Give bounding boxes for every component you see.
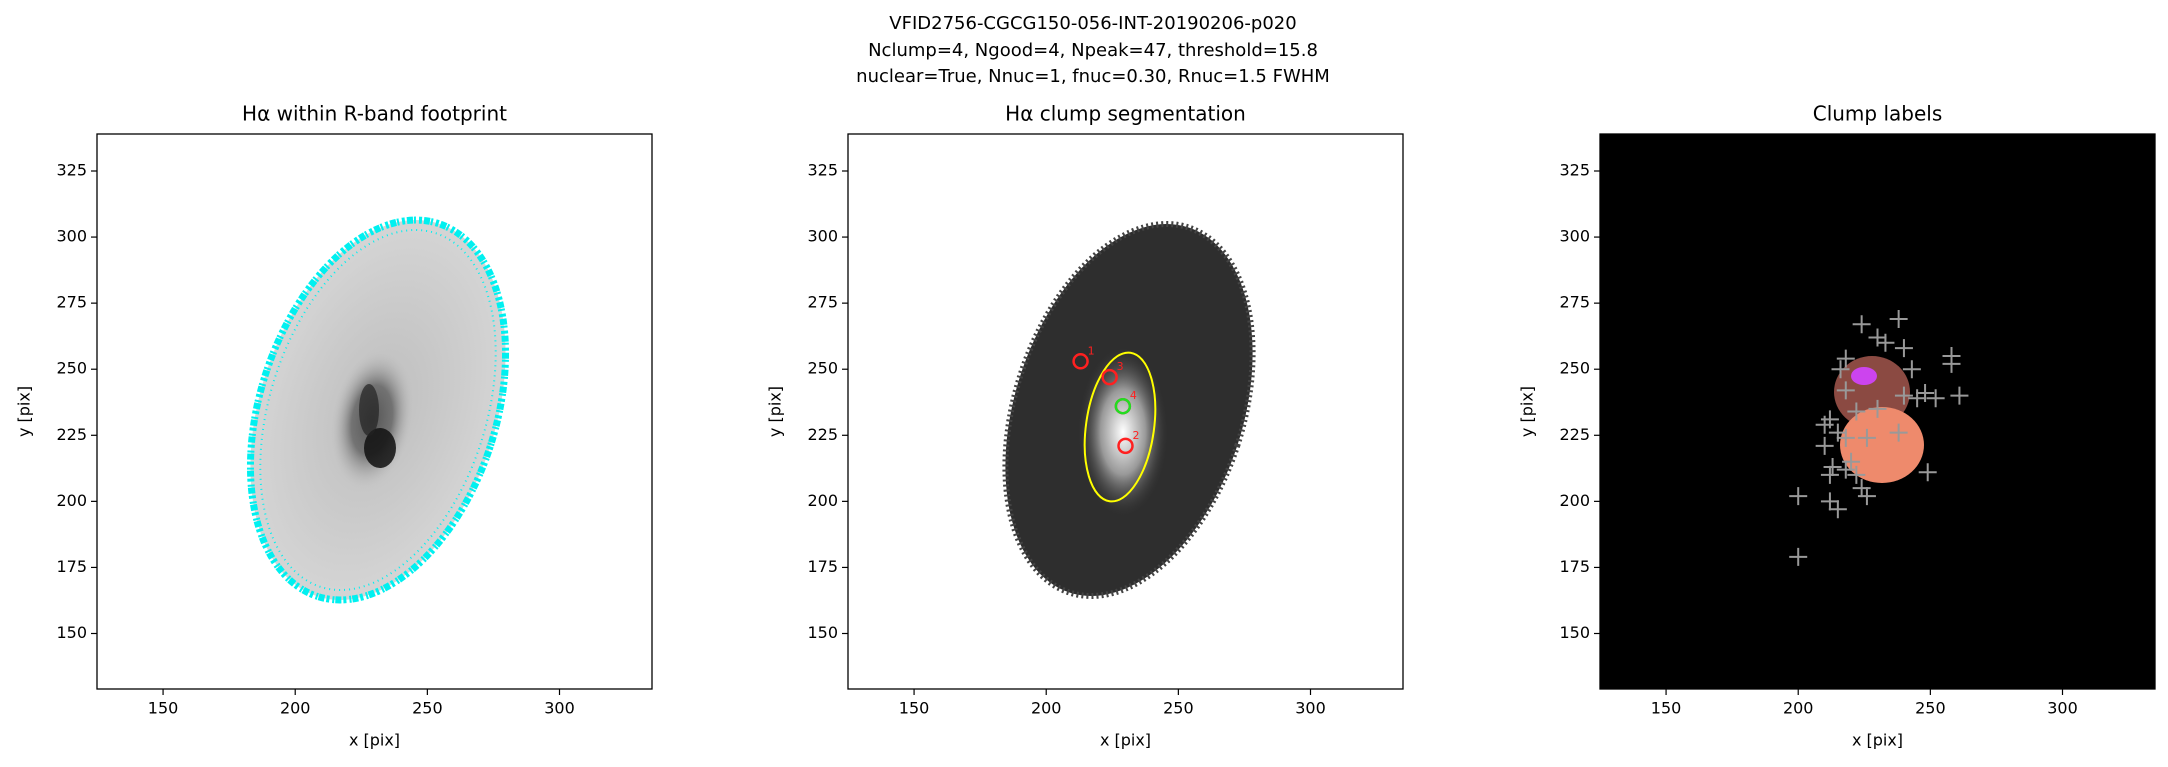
y-tick-label: 200 (1559, 491, 1590, 510)
peak-marker (1942, 354, 1961, 373)
clump-marker (1114, 397, 1132, 415)
y-tick-label: 275 (56, 293, 87, 312)
peak-marker (1815, 436, 1834, 455)
y-tick-label: 250 (56, 359, 87, 378)
clump-label: 4 (1130, 389, 1137, 402)
clump-label: 1 (1088, 344, 1095, 357)
x-tick-label: 300 (544, 699, 575, 718)
suptitle-line: VFID2756-CGCG150-056-INT-20190206-p020 (889, 13, 1296, 34)
axes-frame (1599, 133, 2156, 690)
peak-marker (1847, 402, 1866, 421)
x-tick-label: 250 (1163, 699, 1194, 718)
peak-marker (1857, 487, 1876, 506)
peak-marker (1918, 463, 1937, 482)
peak-marker (1894, 386, 1913, 405)
y-tick-label: 325 (56, 161, 87, 180)
x-axis-label: x [pix] (1852, 731, 1903, 750)
panel-title: Hα clump segmentation (1005, 102, 1246, 126)
y-tick-label: 225 (807, 425, 838, 444)
peak-marker (1916, 384, 1935, 402)
peak-marker (1889, 423, 1908, 442)
y-tick-label: 175 (1559, 557, 1590, 576)
y-tick-label: 275 (1559, 293, 1590, 312)
clump-label: 2 (1133, 429, 1140, 442)
y-axis-label: y [pix] (15, 386, 34, 437)
y-tick-label: 250 (807, 359, 838, 378)
peak-marker (1868, 399, 1887, 418)
x-tick-label: 200 (1031, 699, 1062, 718)
x-tick-label: 200 (280, 699, 311, 718)
clump-marker (1072, 353, 1089, 370)
clump-marker (1101, 368, 1118, 386)
peak-marker (1842, 452, 1861, 471)
y-tick-label: 325 (1559, 161, 1590, 180)
peak-marker (1950, 386, 1969, 405)
y-tick-label: 225 (56, 425, 87, 444)
x-tick-label: 150 (148, 699, 179, 718)
x-tick-label: 300 (1295, 699, 1326, 718)
image-panel-1 (246, 216, 510, 604)
peak-marker (1889, 310, 1908, 328)
peak-marker (1831, 360, 1850, 379)
y-tick-label: 300 (56, 227, 87, 246)
x-tick-label: 250 (412, 699, 443, 718)
peak-marker (1857, 428, 1876, 447)
y-tick-label: 225 (1559, 425, 1590, 444)
axes-frame (847, 133, 1404, 690)
panel-title: Hα within R-band footprint (242, 102, 507, 126)
peak-marker (1847, 465, 1866, 484)
x-tick-label: 250 (1915, 699, 1946, 718)
peak-marker (1894, 339, 1913, 358)
peak-marker (1789, 547, 1808, 566)
peak-marker (1820, 465, 1839, 484)
suptitle-line: Nclump=4, Ngood=4, Npeak=47, threshold=1… (868, 40, 1318, 61)
y-axis-label: y [pix] (766, 386, 785, 437)
y-tick-label: 250 (1559, 359, 1590, 378)
y-tick-label: 150 (807, 623, 838, 642)
clump-marker (1117, 437, 1134, 455)
y-tick-label: 175 (56, 557, 87, 576)
peak-marker (1876, 333, 1895, 352)
x-tick-label: 200 (1783, 699, 1814, 718)
x-tick-label: 150 (899, 699, 930, 718)
y-tick-label: 200 (807, 491, 838, 510)
y-tick-label: 175 (807, 557, 838, 576)
y-axis-label: y [pix] (1518, 386, 1537, 437)
peak-marker (1820, 492, 1839, 511)
y-tick-label: 150 (56, 623, 87, 642)
peak-marker (1902, 360, 1921, 379)
peak-marker (1823, 458, 1842, 476)
peak-marker (1789, 487, 1808, 506)
y-tick-label: 300 (1559, 227, 1590, 246)
y-tick-label: 300 (807, 227, 838, 246)
x-axis-label: x [pix] (349, 731, 400, 750)
y-tick-label: 150 (1559, 623, 1590, 642)
x-tick-label: 150 (1651, 699, 1682, 718)
peak-marker (1836, 349, 1855, 368)
peak-marker (1926, 389, 1945, 408)
clump-label: 3 (1117, 360, 1124, 373)
panel-title: Clump labels (1813, 102, 1943, 126)
peak-marker (1836, 381, 1855, 400)
peak-marker (1828, 500, 1847, 519)
y-tick-label: 325 (807, 161, 838, 180)
y-tick-label: 275 (807, 293, 838, 312)
axes-frame (96, 133, 653, 690)
x-tick-label: 300 (2047, 699, 2078, 718)
x-axis-label: x [pix] (1100, 731, 1151, 750)
y-tick-label: 200 (56, 491, 87, 510)
suptitle-line: nuclear=True, Nnuc=1, fnuc=0.30, Rnuc=1.… (856, 66, 1330, 87)
peak-marker (1852, 315, 1871, 334)
peak-marker (1836, 428, 1855, 447)
peak-marker (1820, 410, 1839, 429)
